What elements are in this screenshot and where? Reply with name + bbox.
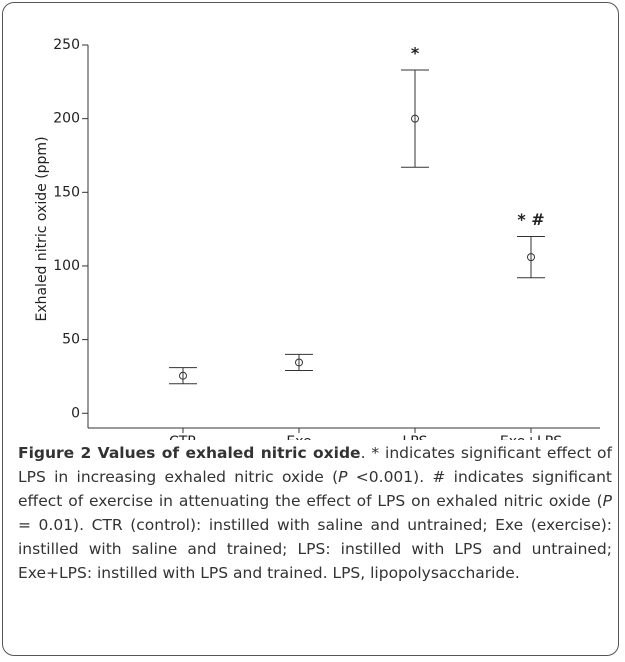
caption-segment: P bbox=[338, 468, 348, 486]
y-axis-label: Exhaled nitric oxide (ppm) bbox=[34, 136, 50, 321]
significance-label: * # bbox=[517, 210, 544, 229]
y-tick-label: 0 bbox=[71, 405, 80, 421]
x-tick-label: Exe bbox=[286, 434, 311, 440]
caption-segment: = 0.01). CTR (control): instilled with s… bbox=[18, 516, 612, 582]
x-tick-label: LPS bbox=[402, 434, 427, 440]
y-tick-label: 250 bbox=[53, 37, 80, 53]
x-tick-label: Exe+LPS bbox=[500, 434, 562, 440]
mean-point bbox=[411, 114, 419, 123]
caption-segment: P bbox=[602, 492, 612, 510]
caption-segment: <0.001). # indicates significant effect … bbox=[18, 468, 612, 510]
figure-frame bbox=[2, 2, 619, 656]
y-tick-label: 50 bbox=[62, 332, 80, 348]
caption-segment: Figure 2 Values of exhaled nitric oxide bbox=[18, 444, 361, 462]
y-tick-label: 150 bbox=[53, 184, 80, 200]
mean-point bbox=[295, 358, 303, 367]
mean-point bbox=[179, 371, 187, 380]
chart: Exhaled nitric oxide (ppm) 0 50 100 150 200 2… bbox=[34, 37, 600, 440]
y-tick-label: 100 bbox=[53, 258, 80, 274]
mean-point bbox=[527, 253, 535, 262]
y-tick-label: 200 bbox=[53, 111, 80, 127]
caption-segment: . * indicates significant effect of LPS … bbox=[18, 444, 612, 486]
x-tick-label: CTR bbox=[169, 434, 197, 440]
caption: Figure 2 Values of exhaled nitric oxide.… bbox=[18, 441, 612, 585]
significance-label: * bbox=[411, 44, 420, 63]
